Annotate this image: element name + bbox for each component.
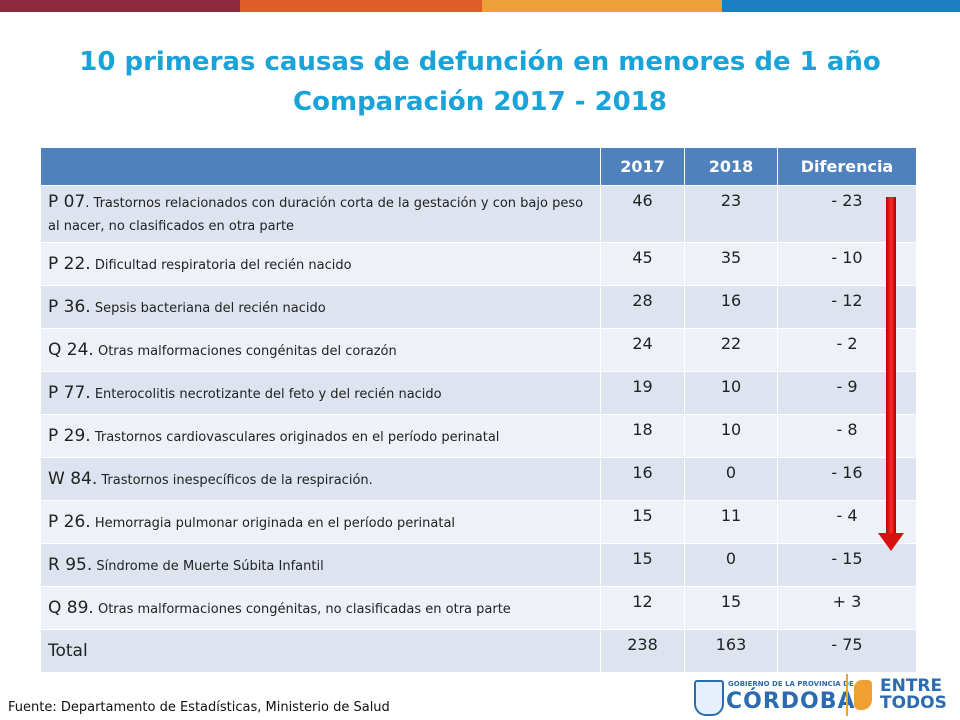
table-row: Q 89. Otras malformaciones congénitas, n… xyxy=(40,586,917,630)
cause-cell: P 26. Hemorragia pulmonar originada en e… xyxy=(40,500,601,544)
value-2017: 28 xyxy=(600,285,685,329)
header-diferencia: Diferencia xyxy=(777,147,917,186)
slogan-line-1: ENTRE xyxy=(880,676,943,696)
color-segment-1 xyxy=(0,0,240,12)
cause-cell: P 22. Dificultad respiratoria del recién… xyxy=(40,242,601,286)
cause-cell: Q 89. Otras malformaciones congénitas, n… xyxy=(40,586,601,630)
value-2017: 45 xyxy=(600,242,685,286)
logo-gov-text: GOBIERNO DE LA PROVINCIA DE xyxy=(728,680,854,688)
cause-code: Q 89. xyxy=(48,597,94,618)
value-2018: 0 xyxy=(684,543,778,587)
total-2018: 163 xyxy=(684,629,778,673)
government-logo: GOBIERNO DE LA PROVINCIA DE CÓRDOBA ENTR… xyxy=(694,672,947,720)
header-2017: 2017 xyxy=(600,147,685,186)
table-row: P 26. Hemorragia pulmonar originada en e… xyxy=(40,500,917,544)
value-2018: 10 xyxy=(684,371,778,415)
source-note: Fuente: Departamento de Estadísticas, Mi… xyxy=(8,700,390,715)
cause-code: P 07 xyxy=(48,192,86,212)
down-arrow-icon xyxy=(878,197,904,551)
color-segment-4 xyxy=(722,0,960,12)
cause-cell: P 77. Enterocolitis necrotizante del fet… xyxy=(40,371,601,415)
cause-code: P 36. xyxy=(48,296,91,317)
value-2018: 23 xyxy=(684,185,778,243)
cause-cell: R 95. Síndrome de Muerte Súbita Infantil xyxy=(40,543,601,587)
total-row: Total 238 163 - 75 xyxy=(40,629,917,673)
page-title: 10 primeras causas de defunción en menor… xyxy=(0,42,960,122)
value-2017: 16 xyxy=(600,457,685,501)
color-segment-3 xyxy=(482,0,722,12)
cause-description: Hemorragia pulmonar originada en el perí… xyxy=(90,515,456,531)
value-2017: 12 xyxy=(600,586,685,630)
title-line-2: Comparación 2017 - 2018 xyxy=(293,87,667,117)
cause-cell: W 84. Trastornos inespecíficos de la res… xyxy=(40,457,601,501)
causes-table: 2017 2018 Diferencia P 07. Trastornos re… xyxy=(40,147,917,673)
value-2018: 15 xyxy=(684,586,778,630)
cordoba-logo: GOBIERNO DE LA PROVINCIA DE CÓRDOBA xyxy=(694,672,855,718)
cause-description: Sepsis bacteriana del recién nacido xyxy=(90,300,326,316)
cause-cell: P 29. Trastornos cardiovasculares origin… xyxy=(40,414,601,458)
cause-description: Enterocolitis necrotizante del feto y de… xyxy=(90,386,442,402)
cause-code: P 22. xyxy=(48,253,91,274)
table-header-row: 2017 2018 Diferencia xyxy=(40,147,917,186)
cause-description: Trastornos cardiovasculares originados e… xyxy=(90,429,500,445)
header-cause xyxy=(40,147,601,186)
table-row: Q 24. Otras malformaciones congénitas de… xyxy=(40,328,917,372)
cause-description: Síndrome de Muerte Súbita Infantil xyxy=(92,558,324,574)
value-2017: 19 xyxy=(600,371,685,415)
total-diferencia: - 75 xyxy=(777,629,917,673)
value-2017: 18 xyxy=(600,414,685,458)
slogan-line-2: TODOS xyxy=(880,693,947,713)
color-segment-2 xyxy=(240,0,482,12)
table-row: W 84. Trastornos inespecíficos de la res… xyxy=(40,457,917,501)
table-row: P 07. Trastornos relacionados con duraci… xyxy=(40,185,917,243)
value-diferencia: + 3 xyxy=(777,586,917,630)
cause-cell: P 36. Sepsis bacteriana del recién nacid… xyxy=(40,285,601,329)
cause-code: R 95. xyxy=(48,554,93,575)
table-row: P 29. Trastornos cardiovasculares origin… xyxy=(40,414,917,458)
value-2018: 22 xyxy=(684,328,778,372)
cause-code: W 84. xyxy=(48,468,98,489)
value-2018: 35 xyxy=(684,242,778,286)
cause-code: P 26. xyxy=(48,511,91,532)
cause-description: Otras malformaciones congénitas del cora… xyxy=(93,343,397,359)
cause-description: Dificultad respiratoria del recién nacid… xyxy=(90,257,352,273)
logo-divider xyxy=(846,674,848,716)
value-2017: 46 xyxy=(600,185,685,243)
value-2018: 16 xyxy=(684,285,778,329)
total-2017: 238 xyxy=(600,629,685,673)
logo-name: CÓRDOBA xyxy=(726,689,856,714)
cause-cell: Q 24. Otras malformaciones congénitas de… xyxy=(40,328,601,372)
coat-of-arms-icon xyxy=(694,680,724,716)
table-row: P 36. Sepsis bacteriana del recién nacid… xyxy=(40,285,917,329)
title-line-1: 10 primeras causas de defunción en menor… xyxy=(79,47,881,77)
cause-code: P 29. xyxy=(48,425,91,446)
table-row: P 77. Enterocolitis necrotizante del fet… xyxy=(40,371,917,415)
value-2017: 15 xyxy=(600,543,685,587)
cause-code: P 77. xyxy=(48,382,91,403)
table-row: P 22. Dificultad respiratoria del recién… xyxy=(40,242,917,286)
header-color-bar xyxy=(0,0,960,12)
value-2017: 24 xyxy=(600,328,685,372)
header-2018: 2018 xyxy=(684,147,778,186)
province-map-icon xyxy=(854,680,872,710)
value-2017: 15 xyxy=(600,500,685,544)
total-label-text: Total xyxy=(48,641,88,661)
value-diferencia: - 15 xyxy=(777,543,917,587)
cause-description: . Trastornos relacionados con duración c… xyxy=(48,196,584,234)
table-row: R 95. Síndrome de Muerte Súbita Infantil… xyxy=(40,543,917,587)
logo-slogan: ENTRE TODOS xyxy=(880,678,947,712)
value-2018: 10 xyxy=(684,414,778,458)
cause-description: Otras malformaciones congénitas, no clas… xyxy=(93,601,511,617)
cause-cell: P 07. Trastornos relacionados con duraci… xyxy=(40,185,601,243)
value-2018: 0 xyxy=(684,457,778,501)
cause-code: Q 24. xyxy=(48,339,94,360)
cause-description: Trastornos inespecíficos de la respiraci… xyxy=(97,472,373,488)
value-2018: 11 xyxy=(684,500,778,544)
total-label: Total xyxy=(40,629,601,673)
